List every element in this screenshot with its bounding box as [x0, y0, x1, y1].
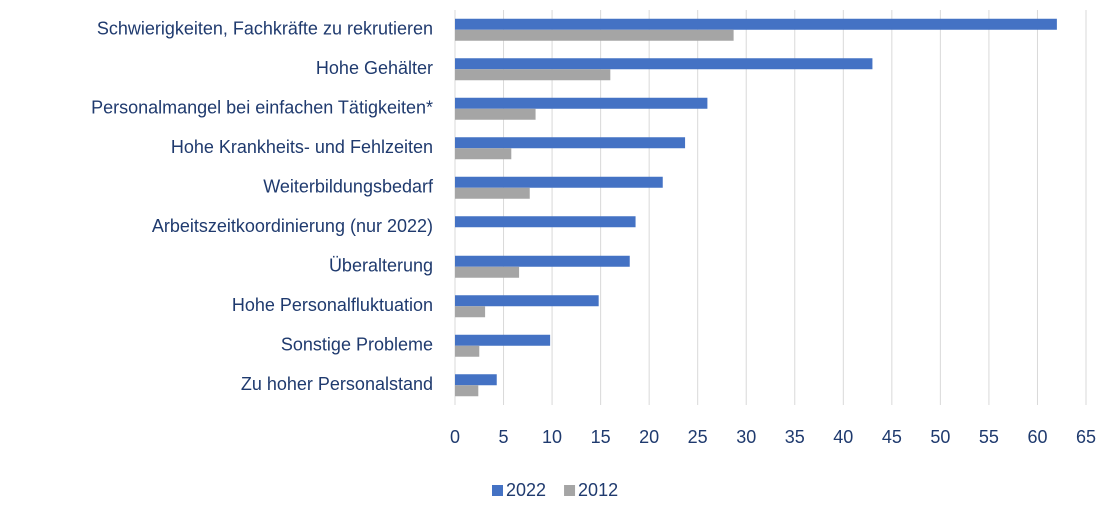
x-tick-label: 25	[688, 427, 708, 447]
x-tick-label: 30	[736, 427, 756, 447]
x-tick-label: 45	[882, 427, 902, 447]
y-tick-label: Schwierigkeiten, Fachkräfte zu rekrutier…	[97, 19, 433, 39]
legend-swatch	[564, 485, 576, 496]
legend-label: 2012	[578, 480, 618, 500]
legend-swatch	[492, 485, 503, 496]
x-tick-label: 20	[639, 427, 659, 447]
y-tick-label: Sonstige Probleme	[281, 335, 433, 355]
bar	[455, 306, 486, 318]
bar	[455, 58, 873, 70]
bar	[455, 108, 536, 120]
y-tick-label: Hohe Krankheits- und Fehlzeiten	[171, 137, 433, 157]
x-tick-label: 10	[542, 427, 562, 447]
legend-label: 2022	[506, 480, 546, 500]
bar	[455, 295, 599, 307]
x-tick-label: 55	[979, 427, 999, 447]
bar	[455, 374, 497, 386]
bar	[455, 266, 520, 278]
bar	[455, 216, 636, 228]
y-tick-label: Zu hoher Personalstand	[241, 374, 433, 394]
x-tick-label: 0	[450, 427, 460, 447]
y-tick-label: Weiterbildungsbedarf	[263, 177, 434, 197]
bar	[455, 385, 479, 397]
y-tick-label: Hohe Gehälter	[316, 58, 433, 78]
y-tick-label: Arbeitszeitkoordinierung (nur 2022)	[152, 216, 433, 236]
x-tick-label: 40	[833, 427, 853, 447]
bar	[455, 334, 551, 346]
bar	[455, 97, 708, 109]
y-tick-label: Überalterung	[329, 256, 433, 276]
bar	[455, 69, 611, 81]
bar	[455, 29, 734, 41]
x-tick-label: 5	[499, 427, 509, 447]
x-tick-label: 35	[785, 427, 805, 447]
x-tick-label: 50	[930, 427, 950, 447]
x-tick-label: 60	[1027, 427, 1047, 447]
x-tick-label: 15	[591, 427, 611, 447]
y-tick-label: Hohe Personalfluktuation	[232, 295, 433, 315]
bar	[455, 345, 480, 357]
bar	[455, 255, 630, 267]
bar	[455, 187, 530, 199]
bar	[455, 137, 686, 149]
bar	[455, 148, 512, 160]
bar	[455, 176, 663, 188]
x-tick-label: 65	[1076, 427, 1096, 447]
bar	[455, 18, 1057, 30]
y-tick-label: Personalmangel bei einfachen Tätigkeiten…	[91, 98, 433, 118]
